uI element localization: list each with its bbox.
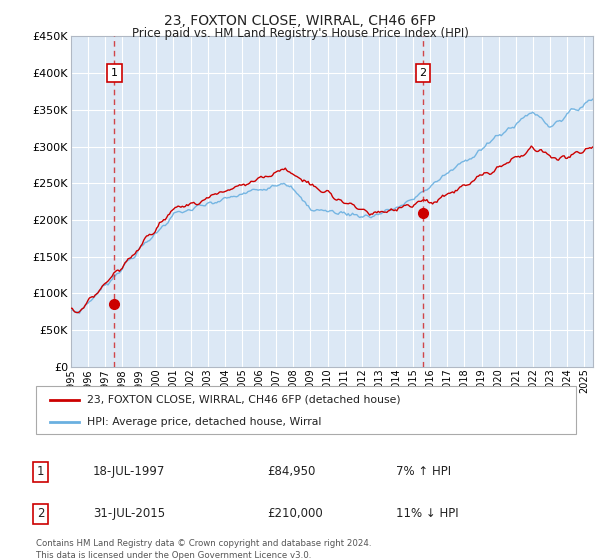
Text: 23, FOXTON CLOSE, WIRRAL, CH46 6FP: 23, FOXTON CLOSE, WIRRAL, CH46 6FP [164,14,436,28]
Text: 2: 2 [37,507,44,520]
Text: 7% ↑ HPI: 7% ↑ HPI [396,465,451,478]
Text: 18-JUL-1997: 18-JUL-1997 [93,465,166,478]
Text: 23, FOXTON CLOSE, WIRRAL, CH46 6FP (detached house): 23, FOXTON CLOSE, WIRRAL, CH46 6FP (deta… [88,395,401,405]
Text: Price paid vs. HM Land Registry's House Price Index (HPI): Price paid vs. HM Land Registry's House … [131,27,469,40]
Text: Contains HM Land Registry data © Crown copyright and database right 2024.
This d: Contains HM Land Registry data © Crown c… [36,539,371,559]
Text: 1: 1 [111,68,118,78]
Text: 2: 2 [419,68,427,78]
Text: 1: 1 [37,465,44,478]
FancyBboxPatch shape [36,386,576,434]
Text: £210,000: £210,000 [267,507,323,520]
Text: 11% ↓ HPI: 11% ↓ HPI [396,507,458,520]
Text: 31-JUL-2015: 31-JUL-2015 [93,507,165,520]
Text: HPI: Average price, detached house, Wirral: HPI: Average price, detached house, Wirr… [88,417,322,427]
Text: £84,950: £84,950 [267,465,316,478]
